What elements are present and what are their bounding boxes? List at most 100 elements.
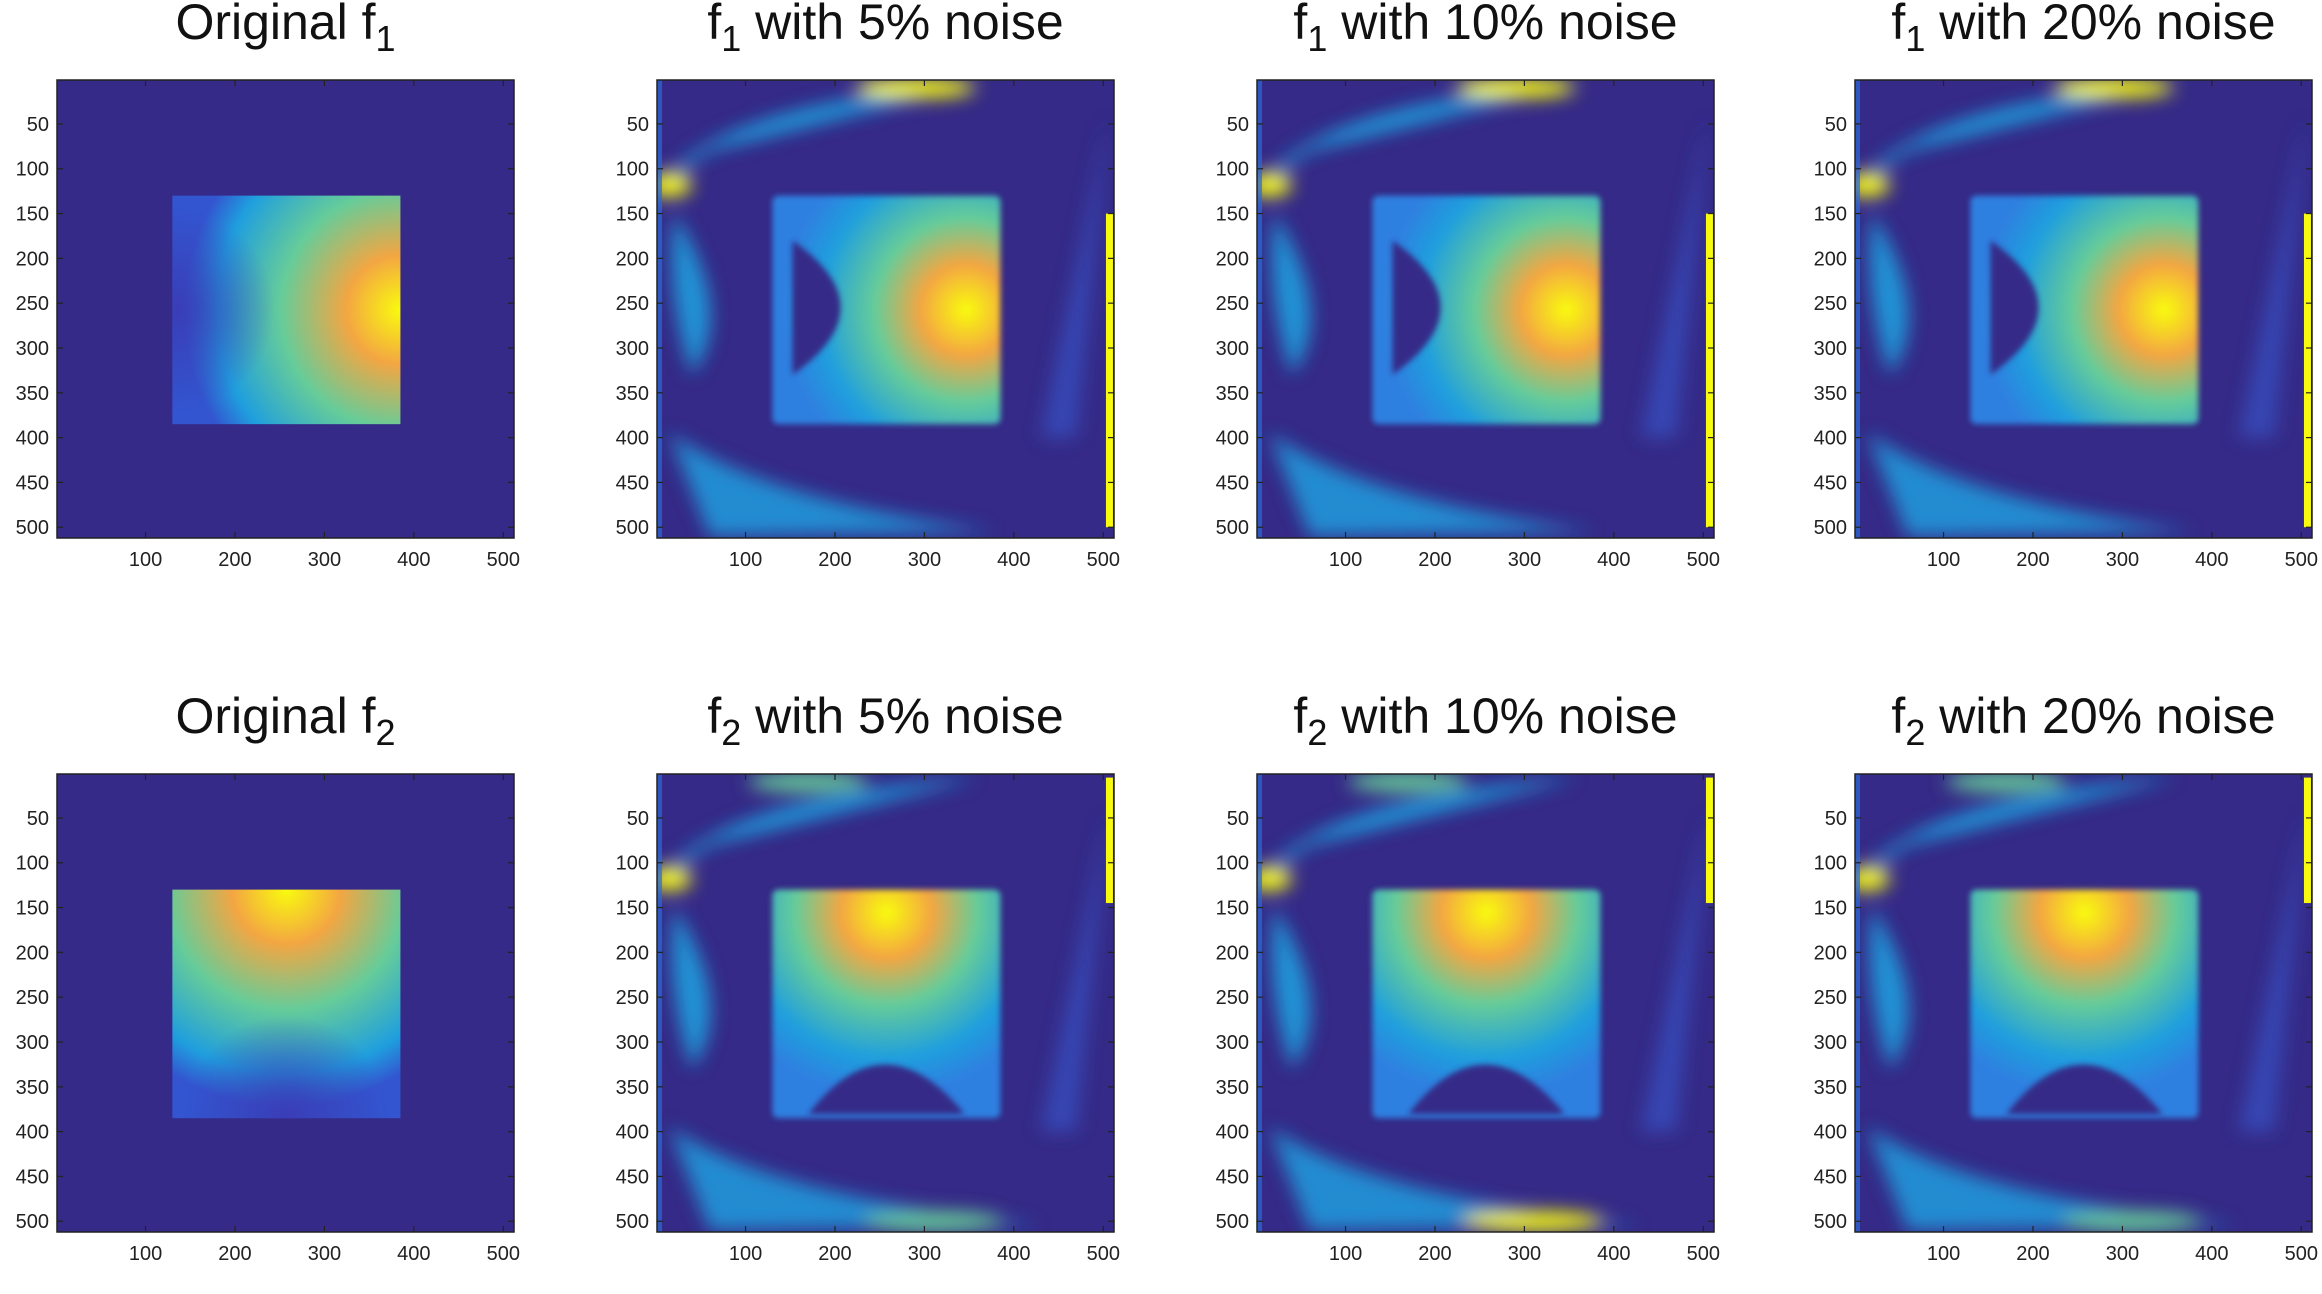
- x-tick-label: 500: [2285, 1243, 2318, 1265]
- heatmap-image: [648, 772, 1114, 1232]
- y-tick-label: 100: [16, 159, 49, 181]
- y-tick-label: 450: [1814, 472, 1847, 494]
- y-tick-label: 200: [1814, 248, 1847, 270]
- y-tick-label: 400: [16, 1122, 49, 1144]
- y-tick-label: 150: [1216, 898, 1249, 920]
- y-tick-label: 450: [1216, 472, 1249, 494]
- x-tick-label: 500: [2285, 549, 2318, 571]
- x-tick-label: 400: [2195, 549, 2228, 571]
- x-tick-label: 400: [397, 549, 430, 571]
- y-tick-label: 300: [16, 338, 49, 360]
- heatmap-image: [57, 774, 514, 1232]
- y-tick-label: 100: [1216, 853, 1249, 875]
- y-tick-label: 500: [16, 1211, 49, 1233]
- x-tick-label: 300: [908, 1243, 941, 1265]
- y-tick-label: 400: [616, 1122, 649, 1144]
- x-tick-label: 200: [818, 1243, 851, 1265]
- y-tick-label: 100: [616, 159, 649, 181]
- y-tick-label: 100: [1216, 159, 1249, 181]
- x-tick-label: 100: [1329, 1243, 1362, 1265]
- y-tick-label: 200: [16, 248, 49, 270]
- x-tick-label: 100: [729, 549, 762, 571]
- y-tick-label: 250: [1814, 293, 1847, 315]
- square-shadow: [172, 890, 400, 1119]
- y-tick-label: 200: [616, 942, 649, 964]
- y-tick-label: 500: [616, 1211, 649, 1233]
- x-tick-label: 400: [1597, 1243, 1630, 1265]
- y-tick-label: 350: [616, 383, 649, 405]
- y-tick-label: 400: [1216, 428, 1249, 450]
- x-tick-label: 500: [1687, 1243, 1720, 1265]
- x-tick-label: 100: [729, 1243, 762, 1265]
- x-tick-label: 300: [908, 549, 941, 571]
- x-tick-label: 100: [129, 1243, 162, 1265]
- x-tick-label: 400: [1597, 549, 1630, 571]
- y-tick-label: 50: [1825, 808, 1847, 830]
- y-tick-label: 450: [1216, 1166, 1249, 1188]
- x-tick-label: 400: [397, 1243, 430, 1265]
- y-tick-label: 400: [1814, 1122, 1847, 1144]
- y-tick-label: 450: [16, 472, 49, 494]
- y-tick-label: 450: [16, 1166, 49, 1188]
- x-tick-label: 300: [1508, 1243, 1541, 1265]
- y-tick-label: 350: [1216, 1077, 1249, 1099]
- x-tick-label: 500: [1687, 549, 1720, 571]
- x-tick-label: 300: [308, 1243, 341, 1265]
- x-tick-label: 100: [1927, 1243, 1960, 1265]
- y-tick-label: 350: [1814, 1077, 1847, 1099]
- heatmap-image: [1248, 78, 1714, 538]
- y-tick-label: 50: [1825, 114, 1847, 136]
- x-tick-label: 400: [997, 549, 1030, 571]
- heatmap-image: [648, 78, 1114, 538]
- y-tick-label: 50: [1227, 808, 1249, 830]
- x-tick-label: 200: [218, 549, 251, 571]
- y-tick-label: 400: [16, 428, 49, 450]
- y-tick-label: 250: [1216, 987, 1249, 1009]
- y-tick-label: 300: [616, 1032, 649, 1054]
- y-tick-label: 150: [1216, 204, 1249, 226]
- x-tick-label: 500: [487, 1243, 520, 1265]
- heatmap-image: [1846, 78, 2312, 538]
- x-tick-label: 100: [1927, 549, 1960, 571]
- x-tick-label: 200: [1418, 1243, 1451, 1265]
- y-tick-label: 350: [1216, 383, 1249, 405]
- y-tick-label: 250: [1814, 987, 1847, 1009]
- x-tick-label: 200: [818, 549, 851, 571]
- y-tick-label: 250: [16, 987, 49, 1009]
- y-tick-label: 300: [1216, 1032, 1249, 1054]
- y-tick-label: 300: [1814, 338, 1847, 360]
- y-tick-label: 400: [616, 428, 649, 450]
- y-tick-label: 150: [616, 204, 649, 226]
- y-tick-label: 300: [16, 1032, 49, 1054]
- x-tick-label: 200: [1418, 549, 1451, 571]
- y-tick-label: 500: [1216, 517, 1249, 539]
- y-tick-label: 150: [1814, 898, 1847, 920]
- y-tick-label: 350: [16, 383, 49, 405]
- y-tick-label: 200: [16, 942, 49, 964]
- y-tick-label: 100: [1814, 159, 1847, 181]
- x-tick-label: 400: [997, 1243, 1030, 1265]
- y-tick-label: 350: [1814, 383, 1847, 405]
- x-tick-label: 300: [2106, 1243, 2139, 1265]
- x-tick-label: 500: [1087, 549, 1120, 571]
- x-tick-label: 200: [218, 1243, 251, 1265]
- y-tick-label: 450: [616, 472, 649, 494]
- x-tick-label: 400: [2195, 1243, 2228, 1265]
- y-tick-label: 250: [1216, 293, 1249, 315]
